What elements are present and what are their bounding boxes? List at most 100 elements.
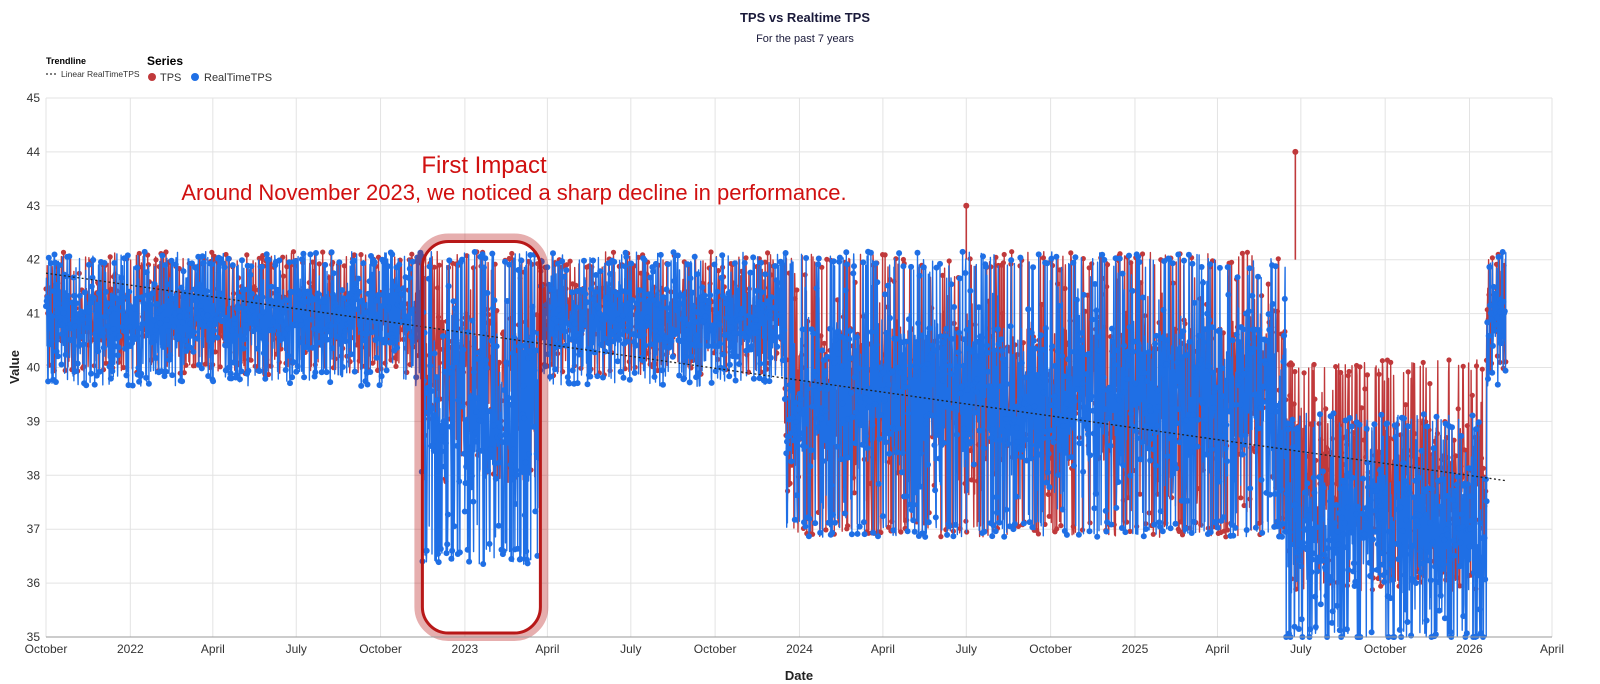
data-point <box>620 374 627 381</box>
data-point <box>326 275 332 281</box>
data-point <box>367 369 374 375</box>
data-point <box>225 255 232 262</box>
data-point <box>449 364 456 371</box>
data-point <box>221 264 228 271</box>
data-point <box>1331 520 1338 527</box>
data-point <box>873 341 880 348</box>
data-point <box>1030 264 1037 271</box>
data-point <box>1259 529 1266 536</box>
data-point <box>1094 533 1101 540</box>
data-point <box>86 308 93 315</box>
data-point <box>850 270 857 277</box>
data-point <box>1434 430 1440 437</box>
data-point <box>1208 446 1215 453</box>
data-point <box>725 290 732 297</box>
data-point <box>755 329 762 336</box>
data-point <box>510 446 517 453</box>
data-point <box>1487 302 1494 309</box>
data-point <box>1314 568 1321 575</box>
data-point <box>647 274 654 281</box>
data-point <box>1200 339 1207 346</box>
legend-trendline-header: Trendline <box>46 56 86 66</box>
data-point <box>488 337 495 344</box>
data-point <box>1027 366 1034 373</box>
data-point <box>946 258 952 264</box>
data-point <box>524 560 531 567</box>
data-point <box>505 394 512 401</box>
x-tick-label: July <box>620 642 641 656</box>
data-point <box>1253 414 1260 421</box>
data-point <box>1404 619 1411 625</box>
data-point <box>683 327 690 334</box>
data-point <box>1193 375 1200 382</box>
data-point <box>705 299 712 306</box>
data-point <box>359 330 366 337</box>
data-point <box>1329 619 1335 626</box>
data-point <box>935 410 942 417</box>
data-point <box>433 374 440 381</box>
data-point <box>1436 607 1443 614</box>
data-point <box>1124 348 1131 355</box>
data-point <box>597 341 604 348</box>
data-point <box>1469 392 1475 398</box>
data-point <box>1391 422 1398 429</box>
data-point <box>1323 406 1329 412</box>
data-point <box>908 263 915 270</box>
data-point <box>432 420 439 427</box>
data-point <box>609 302 616 309</box>
data-point <box>1025 306 1032 313</box>
data-point <box>1466 543 1473 550</box>
data-point <box>160 303 167 310</box>
data-point <box>163 249 169 255</box>
data-point <box>442 440 449 447</box>
data-point <box>369 290 376 297</box>
x-tick-label: April <box>1540 642 1564 656</box>
chart-title: TPS vs Realtime TPS <box>740 10 870 25</box>
data-point <box>1285 426 1292 433</box>
data-point <box>1452 542 1459 549</box>
data-point <box>709 322 716 329</box>
data-point <box>238 368 245 375</box>
legend-swatch-realtimetps[interactable] <box>191 73 199 81</box>
data-point <box>129 382 136 389</box>
data-point <box>1066 407 1073 414</box>
data-point <box>1219 365 1225 372</box>
data-point <box>917 483 924 490</box>
data-point <box>1319 557 1326 564</box>
data-point <box>182 294 189 301</box>
data-point <box>1485 375 1491 382</box>
realtimetps-series <box>43 248 1509 640</box>
data-point <box>832 519 838 526</box>
data-point <box>993 494 1000 501</box>
data-point <box>294 363 301 370</box>
legend-swatch-tps[interactable] <box>148 73 156 81</box>
data-point <box>1373 487 1380 494</box>
data-point <box>1104 262 1111 268</box>
data-point <box>954 431 960 438</box>
data-point <box>453 337 460 344</box>
data-point <box>1437 503 1443 510</box>
data-point <box>209 249 215 255</box>
data-point <box>374 311 381 318</box>
data-point <box>1120 462 1127 469</box>
data-point <box>1364 372 1370 378</box>
data-point <box>914 249 921 256</box>
data-point <box>383 367 390 374</box>
data-point <box>1273 408 1280 415</box>
data-point <box>1022 374 1029 381</box>
data-point <box>854 530 861 537</box>
data-point <box>724 331 731 338</box>
data-point <box>613 291 620 298</box>
data-point <box>396 261 403 268</box>
data-point <box>79 316 86 323</box>
data-point <box>648 341 654 348</box>
data-point <box>679 292 686 299</box>
data-point <box>924 361 931 367</box>
legend-label-realtimetps[interactable]: RealTimeTPS <box>204 72 272 84</box>
data-point <box>254 345 261 352</box>
data-point <box>268 363 274 369</box>
legend-label-tps[interactable]: TPS <box>160 72 181 84</box>
data-point <box>277 318 284 325</box>
data-point <box>183 362 189 368</box>
data-point <box>684 261 691 268</box>
